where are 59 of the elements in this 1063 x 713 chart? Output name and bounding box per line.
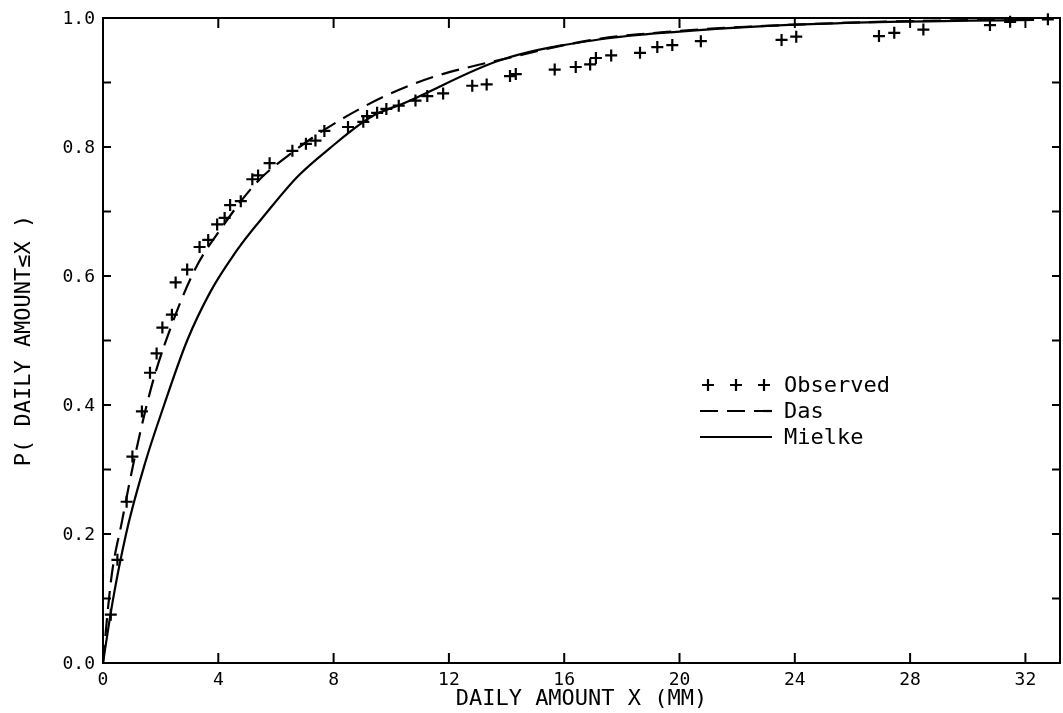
- point: [1003, 14, 1018, 29]
- point: [436, 86, 451, 101]
- y-tick-label: 0.8: [62, 136, 95, 157]
- point: [155, 320, 170, 335]
- point: [916, 22, 931, 37]
- legend-label: Observed: [784, 372, 890, 397]
- point: [604, 48, 619, 63]
- point: [233, 194, 248, 209]
- y-axis-title: P( DAILY AMOUNT≤X ): [10, 214, 35, 467]
- point: [285, 143, 300, 158]
- point: [149, 346, 164, 361]
- y-tick-label: 0.6: [62, 265, 95, 286]
- point: [583, 57, 598, 72]
- point: [632, 45, 648, 60]
- point: [420, 88, 435, 104]
- point: [789, 29, 804, 44]
- y-tick-label: 0.4: [62, 394, 95, 415]
- point: [110, 552, 125, 567]
- point: [887, 25, 902, 40]
- x-tick-label: 28: [899, 668, 921, 689]
- point: [547, 62, 562, 77]
- point: [774, 32, 789, 48]
- point: [298, 136, 314, 151]
- legend-label: Mielke: [784, 424, 864, 449]
- point: [479, 77, 494, 92]
- point: [210, 217, 225, 232]
- point: [465, 78, 480, 93]
- point: [408, 93, 423, 108]
- point: [693, 34, 708, 49]
- point: [134, 404, 150, 419]
- point: [665, 37, 680, 53]
- point: [164, 307, 179, 322]
- point: [650, 39, 665, 55]
- point: [370, 105, 385, 120]
- point: [588, 50, 604, 66]
- point: [391, 98, 406, 113]
- point: [340, 119, 356, 135]
- x-tick-label: 32: [1014, 668, 1037, 689]
- x-tick-label: 8: [328, 668, 340, 689]
- x-tick-label: 0: [97, 668, 109, 689]
- point: [125, 449, 140, 464]
- point: [168, 275, 183, 290]
- legend-label: Das: [784, 398, 824, 423]
- y-tick-label: 0.0: [62, 652, 95, 673]
- x-tick-label: 4: [212, 668, 224, 689]
- x-tick-label: 24: [783, 668, 806, 689]
- point: [317, 123, 332, 138]
- point: [568, 59, 583, 75]
- point: [192, 239, 207, 255]
- y-tick-label: 0.2: [62, 523, 95, 544]
- point: [379, 101, 394, 117]
- y-tick-label: 1.0: [62, 7, 95, 28]
- point: [142, 365, 158, 380]
- point: [262, 156, 277, 171]
- point: [180, 262, 195, 277]
- point: [308, 133, 323, 148]
- point: [871, 28, 887, 44]
- point: [1040, 12, 1055, 27]
- point: [223, 197, 238, 213]
